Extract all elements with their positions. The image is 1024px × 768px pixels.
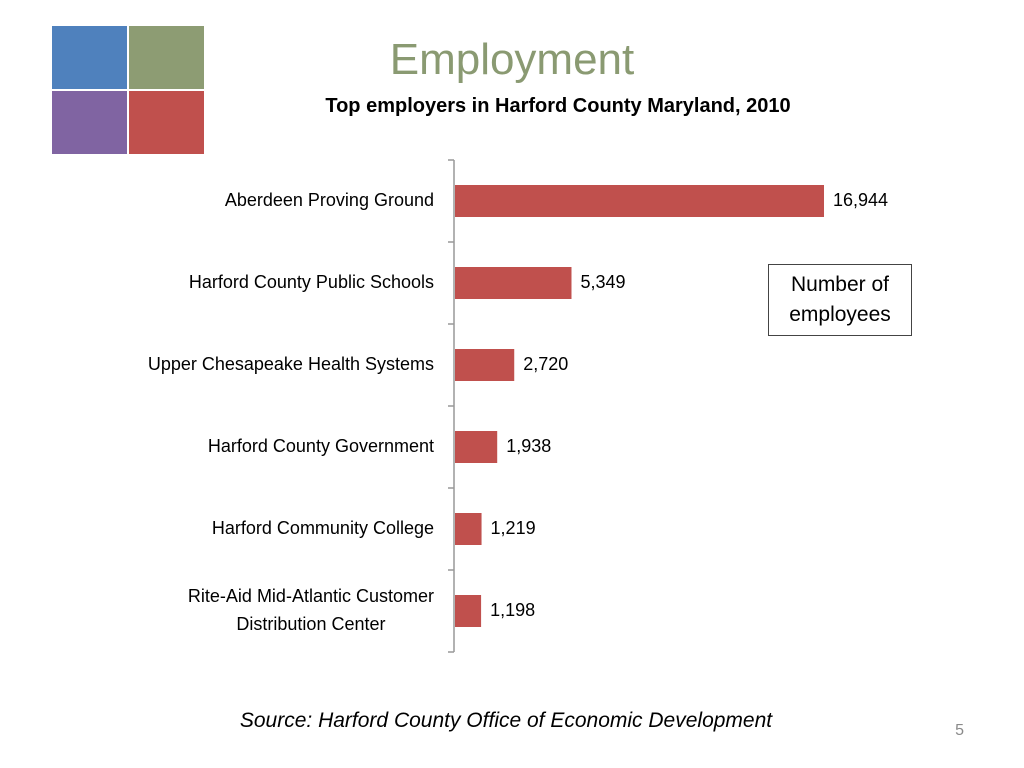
source-note: Source: Harford County Office of Economi… [239,709,773,732]
category-label: Harford County Government [208,436,434,456]
category-label: Upper Chesapeake Health Systems [148,354,434,374]
category-label: Harford County Public Schools [189,272,434,292]
annotation-text: Number of employees [789,273,891,326]
logo-square-blue [52,26,127,89]
bar [455,185,825,217]
data-label: 5,349 [580,272,625,292]
bar [455,349,515,381]
data-label: 1,938 [506,436,551,456]
data-label: 2,720 [523,354,568,374]
data-label: 16,944 [833,190,888,210]
annotation-box: Number of employees [768,264,912,336]
category-label: Aberdeen Proving Ground [225,190,434,210]
data-label: 1,198 [490,600,535,620]
page-number: 5 [955,722,964,739]
category-label: Harford Community College [212,518,434,538]
logo [52,26,204,154]
bar [455,267,572,299]
logo-square-purple [52,91,127,154]
chart-title: Top employers in Harford County Maryland… [325,95,791,117]
bar [455,431,498,463]
data-label: 1,219 [491,518,536,538]
bar [455,595,482,627]
slide-title: Employment [389,35,635,84]
bar [455,513,482,545]
logo-square-red [129,91,204,154]
category-label: Rite-Aid Mid-Atlantic Customer Distributi… [188,586,434,634]
logo-square-green [129,26,204,89]
